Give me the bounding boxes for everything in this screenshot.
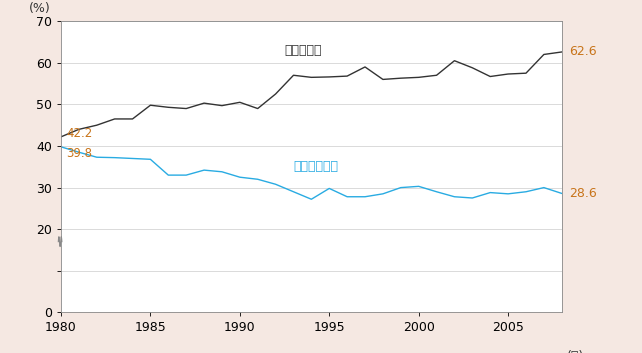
- Text: 心の豊かさ: 心の豊かさ: [284, 44, 322, 57]
- Text: 28.6: 28.6: [569, 187, 596, 200]
- Text: ものの豊かさ: ものの豊かさ: [293, 160, 338, 173]
- Text: (年): (年): [567, 350, 584, 353]
- Text: (%): (%): [28, 2, 50, 15]
- Text: 42.2: 42.2: [66, 127, 92, 140]
- Text: 39.8: 39.8: [66, 147, 92, 160]
- Text: 62.6: 62.6: [569, 46, 596, 59]
